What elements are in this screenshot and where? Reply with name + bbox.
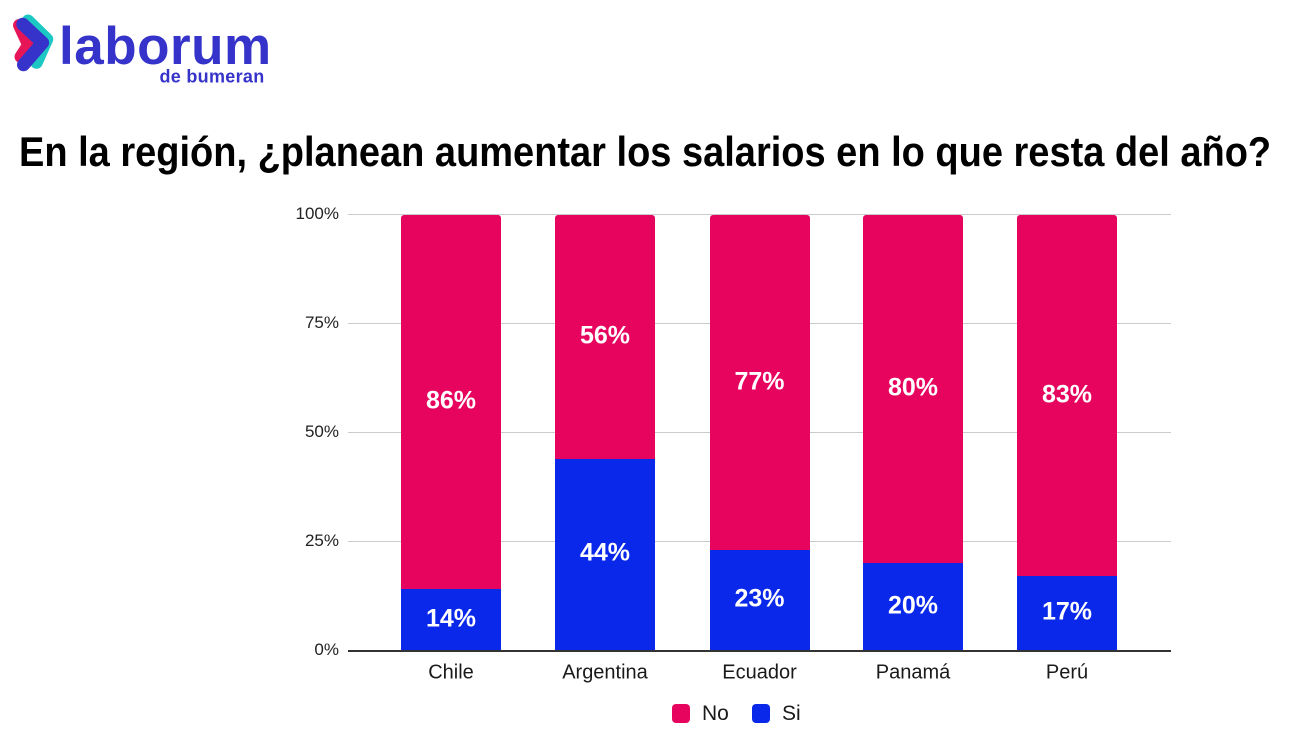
svg-text:laborum: laborum [59,17,272,76]
svg-text:de bumeran: de bumeran [159,67,264,87]
